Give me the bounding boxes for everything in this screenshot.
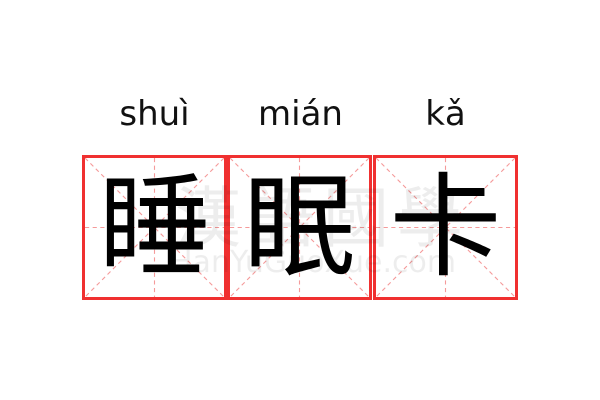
pinyin-1: shuì [119, 94, 190, 134]
hanzi-2: 眠 [243, 162, 356, 293]
character-cell-3: 卡 [373, 155, 518, 300]
character-cell-1: 睡 [82, 155, 227, 300]
hanzi-3: 卡 [389, 162, 502, 293]
pinyin-3: kǎ [425, 94, 466, 134]
tian-grid-guides [376, 158, 515, 297]
tian-grid-guides [230, 158, 369, 297]
tian-grid-guides [85, 158, 224, 297]
character-grid: 睡 眠 卡 [82, 155, 518, 300]
pinyin-2: mián [258, 94, 343, 134]
character-cell-2: 眠 [227, 155, 372, 300]
hanzi-1: 睡 [98, 162, 211, 293]
